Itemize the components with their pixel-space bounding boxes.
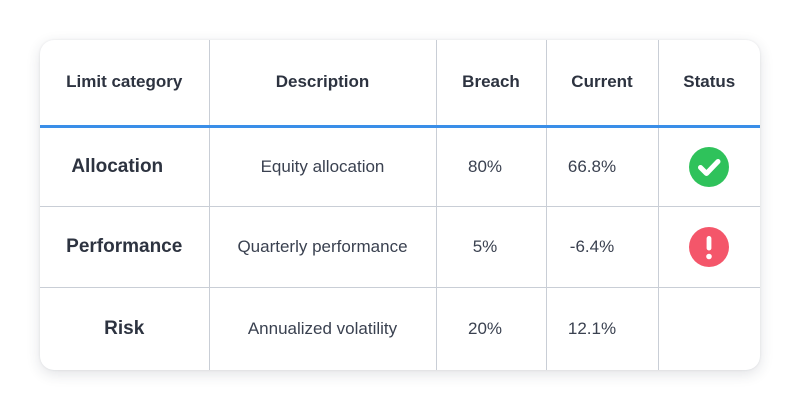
- header-current: Current: [546, 40, 659, 128]
- header-status: Status: [658, 40, 760, 128]
- row-status: [658, 126, 760, 208]
- row-category: Performance: [40, 206, 210, 289]
- limits-table: Limit category Description Breach Curren…: [40, 40, 760, 370]
- row-status: [658, 288, 760, 370]
- table-row: Performance Quarterly performance 5% -6.…: [40, 206, 760, 289]
- row-description: Equity allocation: [209, 126, 437, 208]
- row-current-cell: 12.1%: [546, 287, 659, 370]
- row-breach: 80%: [467, 156, 503, 176]
- row-current-cell: -6.4%: [546, 206, 659, 289]
- row-current-cell: 66.8%: [546, 126, 659, 208]
- header-description: Description: [209, 40, 437, 128]
- row-current: 66.8%: [567, 156, 617, 176]
- row-breach: 20%: [467, 319, 503, 339]
- table-body: Allocation Equity allocation 80% 66.8% P…: [40, 126, 760, 370]
- row-current: -6.4%: [569, 237, 615, 257]
- check-circle-icon: [689, 146, 730, 187]
- row-category: Allocation: [40, 126, 210, 208]
- exclamation-circle-icon: [689, 227, 730, 268]
- row-breach-cell: 80%: [436, 126, 547, 208]
- row-breach-cell: 20%: [436, 287, 547, 370]
- header-row: Limit category Description Breach Curren…: [40, 40, 760, 128]
- row-category: Risk: [40, 287, 210, 370]
- row-current: 12.1%: [567, 319, 617, 339]
- row-description: Annualized volatility: [209, 287, 437, 370]
- row-breach-cell: 5%: [436, 206, 547, 289]
- limits-table-card: Limit category Description Breach Curren…: [40, 40, 760, 370]
- table-row: Allocation Equity allocation 80% 66.8%: [40, 126, 760, 208]
- row-description: Quarterly performance: [209, 206, 437, 289]
- header-breach: Breach: [436, 40, 547, 128]
- row-breach: 5%: [472, 237, 498, 257]
- table-header: Limit category Description Breach Curren…: [40, 40, 760, 128]
- row-status: [658, 206, 760, 289]
- header-limit-category: Limit category: [40, 40, 210, 128]
- table-row: Risk Annualized volatility 20% 12.1%: [40, 287, 760, 370]
